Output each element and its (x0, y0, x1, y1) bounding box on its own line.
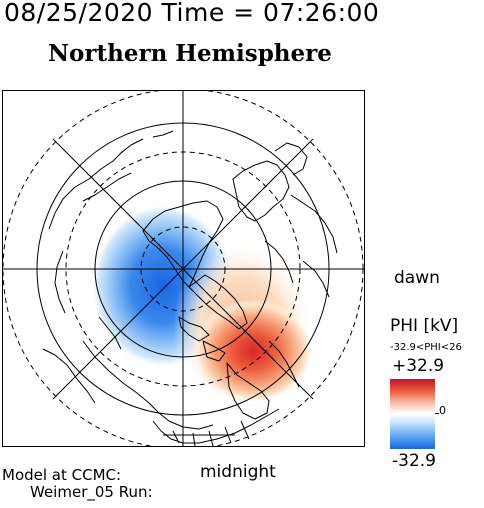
model-label: Model at CCMC: (2, 466, 122, 484)
polar-map (2, 90, 365, 447)
date-time-title: 08/25/2020 Time = 07:26:00 (4, 0, 380, 27)
midnight-label: midnight (200, 462, 276, 482)
colorbar-zero-tick (435, 413, 439, 414)
polar-map-canvas (3, 91, 364, 446)
run-label: Weimer_05 Run: (30, 483, 153, 501)
coastlines (42, 130, 338, 446)
colorbar-zero-label: 0 (439, 404, 446, 417)
colorbar-min-label: -32.9 (392, 451, 436, 471)
positive-potential-cell (193, 299, 313, 403)
hemisphere-title: Northern Hemisphere (48, 40, 332, 67)
colorbar-max-label: +32.9 (392, 356, 445, 376)
colorbar (390, 379, 435, 449)
meridian-diagonal-b (52, 138, 314, 400)
dawn-label: dawn (394, 268, 440, 288)
colorbar-range-text: -32.9<PHI<26 (390, 342, 462, 353)
colorbar-title: PHI [kV] (390, 316, 459, 336)
